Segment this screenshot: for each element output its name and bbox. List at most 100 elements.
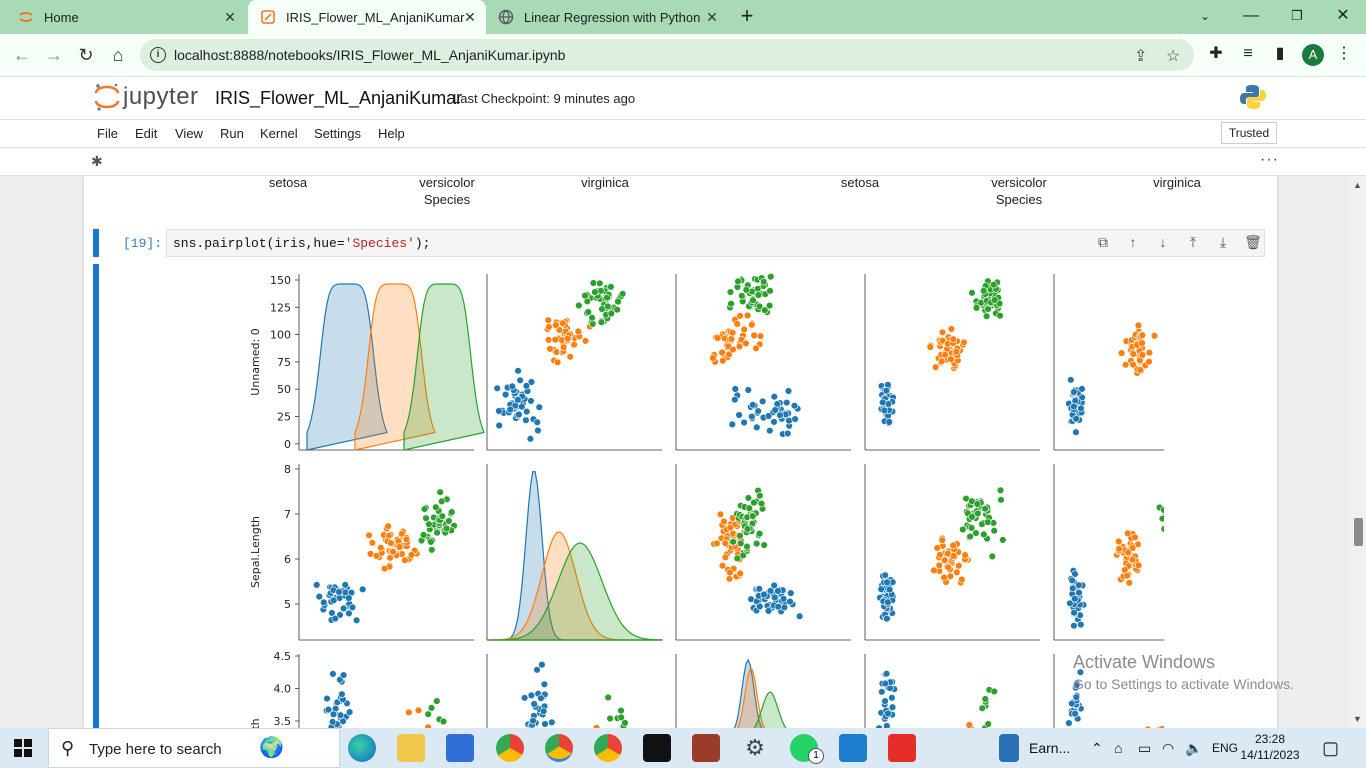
close-tab-icon[interactable]: ✕ (706, 9, 718, 25)
scatter-point (743, 542, 751, 551)
menu-edit[interactable]: Edit (135, 126, 158, 141)
scatter-point (387, 539, 395, 547)
file-explorer-icon[interactable] (397, 734, 425, 762)
bookmark-star-icon[interactable]: ☆ (1166, 48, 1181, 65)
insert-above-icon[interactable]: ⤒ (1189, 234, 1197, 250)
jupyter-logo-icon[interactable] (94, 82, 120, 112)
scatter-point (495, 407, 503, 415)
menu-settings[interactable]: Settings (314, 126, 361, 141)
page-scrollbar[interactable]: ▲ ▼ (1350, 176, 1366, 728)
vscode-icon[interactable] (839, 734, 867, 762)
search-highlight-icon[interactable]: 🌍 (259, 737, 284, 759)
site-info-icon[interactable]: i (150, 47, 166, 63)
scatter-point (377, 544, 385, 552)
scatter-point (972, 304, 981, 312)
menu-view[interactable]: View (175, 126, 203, 141)
extensions-icon[interactable]: ✚ (1209, 45, 1223, 62)
scatter-point (436, 488, 444, 496)
minimize-button[interactable]: — (1243, 7, 1259, 24)
close-window-button[interactable]: ✕ (1336, 7, 1350, 24)
new-tab-button[interactable]: + (740, 3, 754, 28)
home-button[interactable]: ⌂ (112, 45, 124, 65)
code-editor[interactable]: sns.pairplot(iris,hue='Species'); ⧉ ↑ ↓ … (166, 229, 1265, 257)
scatter-point (981, 695, 989, 703)
side-panel-icon[interactable]: ▮ (1275, 45, 1285, 62)
scatter-point (591, 288, 599, 296)
scatter-point (878, 688, 886, 696)
reload-button[interactable]: ↻ (78, 45, 94, 65)
trusted-indicator[interactable]: Trusted (1221, 122, 1277, 144)
earnings-widget[interactable]: Earn... (1029, 740, 1071, 756)
browser-menu-icon[interactable]: ⋮ (1336, 45, 1352, 62)
menu-run[interactable]: Run (220, 126, 244, 141)
scatter-point (750, 499, 758, 507)
notebook-title[interactable]: IRIS_Flower_ML_AnjaniKumar (215, 88, 463, 108)
code-text[interactable]: sns.pairplot(iris,hue='Species'); (173, 236, 430, 251)
scatter-point (442, 524, 451, 533)
search-placeholder[interactable]: Type here to search (89, 741, 222, 758)
tab-search-chevron-icon[interactable]: ⌄ (1199, 9, 1211, 23)
close-tab-icon[interactable]: ✕ (224, 9, 236, 25)
tab-notebook[interactable]: IRIS_Flower_ML_AnjaniKumar ✕ (248, 0, 486, 34)
wifi-icon[interactable]: ◠ (1162, 740, 1175, 756)
microsoft-store-icon[interactable] (446, 734, 474, 762)
move-down-icon[interactable]: ↓ (1159, 234, 1167, 250)
chrome-profile-2-icon[interactable] (594, 734, 622, 762)
menu-kernel[interactable]: Kernel (260, 126, 298, 141)
scroll-up-arrow-icon[interactable]: ▲ (1353, 180, 1362, 190)
scatter-point (760, 590, 768, 599)
cell-selection-bar[interactable] (93, 229, 99, 257)
y-axis-label: th (249, 718, 262, 728)
language-indicator[interactable]: ENG (1212, 741, 1239, 755)
scatter-point (1144, 725, 1152, 728)
profile-avatar[interactable]: A (1302, 44, 1324, 66)
url-text[interactable]: localhost:8888/notebooks/IRIS_Flower_ML_… (174, 47, 566, 63)
youtube-app-icon[interactable] (888, 734, 916, 762)
output-collapse-bar[interactable] (93, 264, 99, 728)
menu-help[interactable]: Help (378, 126, 405, 141)
close-tab-icon[interactable]: ✕ (464, 9, 476, 25)
move-up-icon[interactable]: ↑ (1129, 234, 1137, 250)
media-queue-icon[interactable]: ≡ (1243, 45, 1253, 62)
tray-chevron-up-icon[interactable]: ⌃ (1091, 740, 1103, 756)
scatter-point (757, 499, 766, 508)
forward-button[interactable]: → (45, 45, 63, 65)
scatter-point (341, 581, 349, 589)
winrar-icon[interactable] (692, 734, 720, 762)
copy-cell-icon[interactable]: ⧉ (1098, 234, 1108, 250)
restore-button[interactable]: ❐ (1291, 8, 1303, 23)
scatter-point (744, 494, 753, 502)
gear-icon[interactable]: ✱ (91, 153, 103, 169)
scatter-point (1077, 620, 1085, 629)
prev-xtick-versicolor: versicolor (419, 176, 475, 190)
menu-file[interactable]: File (97, 126, 118, 141)
scatter-point (395, 543, 404, 551)
tab-home[interactable]: Home ✕ (0, 0, 246, 34)
scrollbar-thumb[interactable] (1354, 518, 1363, 546)
notifications-icon[interactable]: ▢ (1322, 738, 1340, 758)
address-bar[interactable]: i localhost:8888/notebooks/IRIS_Flower_M… (140, 39, 1194, 71)
share-icon[interactable]: ⇪ (1134, 48, 1148, 65)
system-clock[interactable]: 23:28 14/11/2023 (1240, 731, 1300, 763)
scatter-point (428, 546, 436, 554)
stocks-icon[interactable] (999, 734, 1019, 762)
terminal-icon[interactable] (643, 734, 671, 762)
scatter-point (338, 690, 346, 698)
volume-icon[interactable]: 🔈 (1185, 740, 1203, 756)
back-button[interactable]: ← (13, 45, 31, 65)
taskbar-search-box[interactable]: ⚲ Type here to search 🌍 (48, 728, 340, 768)
windows-start-icon[interactable] (14, 739, 32, 757)
scroll-down-arrow-icon[interactable]: ▼ (1353, 714, 1362, 724)
network-icon[interactable]: ⌂ (1114, 740, 1123, 756)
tab-linear-regression[interactable]: Linear Regression with Python ✕ (488, 0, 728, 34)
edge-browser-icon[interactable] (348, 734, 376, 762)
chrome-icon[interactable] (496, 734, 524, 762)
scatter-point (764, 412, 773, 420)
scatter-point (989, 281, 998, 289)
chrome-profile-icon[interactable] (545, 734, 573, 762)
insert-below-icon[interactable]: ⤓ (1219, 234, 1227, 250)
more-options-icon[interactable]: ··· (1260, 151, 1279, 168)
delete-cell-icon[interactable]: 🗑 (1244, 234, 1262, 250)
battery-icon[interactable]: ▭ (1138, 740, 1152, 756)
settings-gear-icon[interactable]: ⚙ (745, 735, 765, 760)
